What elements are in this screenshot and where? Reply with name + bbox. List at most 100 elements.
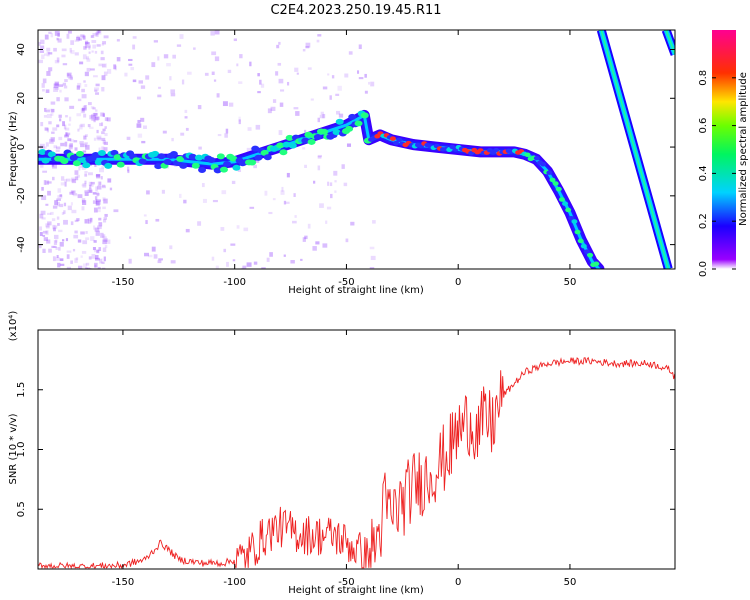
noise-point (71, 177, 75, 182)
noise-point (40, 163, 44, 168)
trace-point (38, 148, 47, 155)
noise-point (102, 197, 106, 202)
noise-point (144, 252, 150, 257)
noise-point (62, 63, 68, 66)
trace-point (288, 142, 297, 149)
noise-point (93, 225, 96, 230)
noise-point (59, 258, 64, 262)
noise-point (74, 147, 78, 151)
noise-point (51, 245, 56, 248)
right-line-core (600, 30, 670, 269)
noise-point (74, 170, 79, 175)
noise-point (98, 247, 102, 252)
noise-point (137, 119, 141, 124)
noise-point (90, 114, 94, 119)
noise-point (114, 65, 117, 71)
noise-point (59, 241, 64, 247)
noise-point (48, 52, 53, 55)
colorbar-gradient (712, 30, 736, 269)
noise-point (86, 67, 91, 72)
noise-point (48, 248, 52, 253)
noise-point (315, 241, 320, 245)
noise-point (293, 107, 299, 110)
noise-point (73, 234, 79, 239)
noise-point (68, 76, 73, 80)
noise-point (102, 206, 106, 210)
chart-title: C2E4.2023.250.19.45.R11 (270, 3, 441, 18)
noise-point (100, 122, 104, 127)
noise-point (102, 236, 107, 239)
trace-point (254, 154, 263, 161)
noise-point (51, 218, 56, 222)
trace-point (354, 120, 363, 127)
noise-point (103, 256, 106, 262)
noise-point (70, 190, 76, 194)
noise-point (46, 51, 50, 57)
noise-point (90, 35, 95, 38)
noise-point (46, 181, 52, 184)
noise-point (151, 246, 156, 252)
noise-point (293, 193, 296, 197)
trace-point (116, 161, 125, 168)
noise-point (241, 267, 244, 269)
noise-point (335, 93, 340, 96)
noise-point (107, 68, 112, 74)
trace-point (151, 150, 160, 157)
noise-point (266, 257, 270, 262)
noise-point (103, 71, 108, 76)
noise-point (124, 72, 128, 77)
noise-point (136, 123, 142, 128)
trace-point (72, 160, 81, 167)
noise-point (52, 256, 56, 262)
noise-point (38, 243, 42, 249)
noise-point (94, 89, 98, 92)
noise-point (228, 102, 234, 107)
noise-point (198, 146, 202, 150)
noise-point (79, 61, 84, 65)
noise-point (334, 190, 337, 193)
noise-point (101, 146, 105, 152)
noise-point (220, 227, 225, 231)
noise-point (85, 262, 90, 266)
noise-point (81, 198, 86, 203)
noise-point (96, 249, 100, 254)
noise-point (242, 265, 247, 269)
noise-point (358, 44, 362, 50)
noise-point (116, 39, 120, 42)
trace-point (41, 157, 50, 164)
noise-point (95, 174, 100, 177)
noise-point (96, 185, 102, 190)
noise-point (214, 56, 220, 62)
noise-point (238, 116, 241, 122)
noise-point (94, 257, 100, 261)
noise-point (68, 144, 73, 150)
noise-point (53, 234, 59, 239)
snr-line (38, 356, 675, 569)
noise-point (54, 82, 59, 87)
noise-point (211, 256, 215, 261)
noise-point (272, 99, 277, 103)
trace-point (555, 186, 562, 192)
noise-point (278, 130, 283, 136)
noise-point (226, 261, 229, 267)
noise-point (76, 174, 80, 178)
noise-point (344, 73, 349, 78)
noise-point (59, 118, 62, 122)
noise-point (210, 31, 215, 36)
noise-point (132, 36, 137, 39)
noise-point (85, 267, 90, 269)
trace-point (468, 151, 475, 156)
noise-point (290, 260, 295, 264)
noise-point (84, 44, 88, 49)
noise-point (55, 149, 60, 152)
noise-point (307, 67, 312, 70)
noise-point (113, 209, 119, 213)
noise-point (41, 217, 46, 220)
trace-point (524, 152, 531, 158)
colorbar-tick-label: 0.0 (698, 261, 709, 277)
noise-point (269, 252, 273, 257)
noise-point (295, 111, 300, 116)
noise-point (350, 221, 355, 226)
noise-point (96, 30, 102, 35)
noise-point (126, 136, 131, 140)
